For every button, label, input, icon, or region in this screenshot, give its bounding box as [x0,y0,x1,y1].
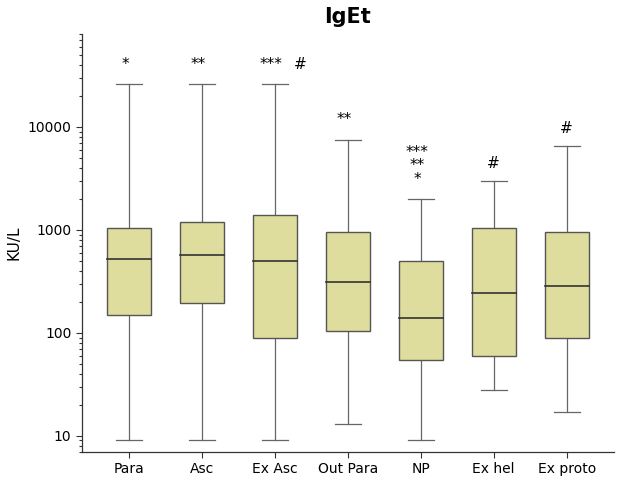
Text: #: # [560,121,573,136]
Text: #: # [294,57,307,72]
Bar [180,222,224,303]
Y-axis label: KU/L: KU/L [7,226,22,260]
Text: **: ** [337,113,352,128]
Text: ***: *** [406,145,428,160]
Text: ***: *** [260,57,283,72]
Bar [472,227,515,355]
Title: IgEt: IgEt [325,7,371,27]
Bar [545,232,589,338]
Text: *: * [122,57,129,72]
Text: **: ** [410,158,425,173]
Bar [326,232,369,331]
Text: *: * [414,171,421,186]
Text: #: # [487,156,500,170]
Bar [107,227,151,314]
Bar [253,215,297,338]
Bar [399,261,443,359]
Text: **: ** [191,57,206,72]
